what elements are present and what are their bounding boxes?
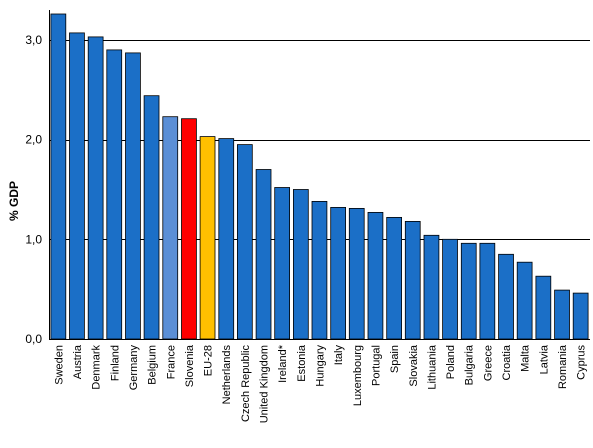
x-tick-label: Latvia (538, 344, 550, 374)
x-tick-label: Hungary (315, 345, 327, 387)
bar-austria (69, 32, 85, 340)
bar-croatia (498, 253, 514, 340)
bar-greece (479, 242, 496, 340)
x-tick-label: France (165, 345, 177, 379)
x-tick-label: Italy (333, 345, 345, 366)
x-tick-label: Ireland* (277, 344, 289, 383)
bar-estonia (292, 189, 309, 340)
bar-cyprus (572, 292, 589, 340)
x-tick-label: United Kingdom (259, 345, 271, 423)
bar-germany (125, 52, 141, 340)
bar-czech-republic (236, 144, 253, 340)
x-tick-label: Romania (557, 344, 569, 389)
x-tick-label: Czech Republic (240, 345, 252, 423)
y-tick-label: 0,0 (25, 332, 42, 346)
x-tick-label: EU-28 (203, 345, 215, 376)
x-tick-label: Luxembourg (352, 345, 364, 406)
bar-france (162, 116, 179, 340)
x-tick-label: Finland (109, 345, 121, 381)
bar-malta (516, 261, 533, 340)
y-tick-label: 2,0 (25, 133, 42, 147)
y-tick-label: 3,0 (25, 33, 42, 47)
x-tick-label: Cyprus (576, 345, 588, 380)
bar-poland (442, 238, 458, 340)
bar-bulgaria (460, 242, 477, 340)
bar-luxembourg (348, 207, 365, 340)
bar-romania (554, 289, 570, 340)
x-tick-label: Germany (128, 345, 140, 391)
x-tick-label: Sweden (53, 345, 65, 385)
bar-belgium (143, 95, 160, 340)
x-tick-label: Portugal (371, 345, 383, 386)
x-tick-label: Slovakia (408, 344, 420, 386)
bar-latvia (535, 275, 552, 340)
x-tick-label: Lithuania (426, 344, 438, 390)
bar-netherlands (218, 138, 235, 340)
y-axis-title: % GDP (7, 181, 21, 221)
x-tick-label: Spain (389, 345, 401, 373)
bar-italy (330, 206, 347, 340)
bar-finland (106, 49, 123, 340)
x-tick-label: Bulgaria (464, 344, 476, 385)
x-tick-label: Poland (445, 345, 457, 379)
x-tick-label: Estonia (296, 344, 308, 382)
x-tick-label: Croatia (501, 344, 513, 380)
bar-slovenia (181, 118, 197, 340)
bar-sweden (50, 13, 67, 340)
x-tick-label: Austria (72, 344, 84, 379)
y-tick-label: 1,0 (25, 232, 42, 246)
x-tick-label: Slovenia (184, 344, 196, 387)
bar-spain (386, 216, 403, 340)
bars (50, 13, 589, 340)
x-tick-label: Belgium (147, 345, 159, 385)
bar-denmark (87, 36, 104, 340)
bar-hungary (311, 200, 328, 340)
bar-slovakia (404, 220, 421, 340)
x-tick-label: Denmark (91, 345, 103, 390)
bar-portugal (367, 211, 384, 340)
x-tick-label: Greece (482, 345, 494, 381)
x-tick-label: Netherlands (221, 345, 233, 405)
bar-eu-28 (199, 136, 216, 340)
bar-ireland (274, 187, 291, 340)
y-tick-labels: 0,0 1,0 2,0 3,0 (25, 33, 42, 346)
x-tick-labels: Sweden Austria Denmark Finland Germany Belgiu… (53, 344, 587, 423)
x-tick-label: Malta (520, 344, 532, 372)
bar-lithuania (423, 234, 440, 340)
bar-united-kingdom (255, 169, 272, 340)
